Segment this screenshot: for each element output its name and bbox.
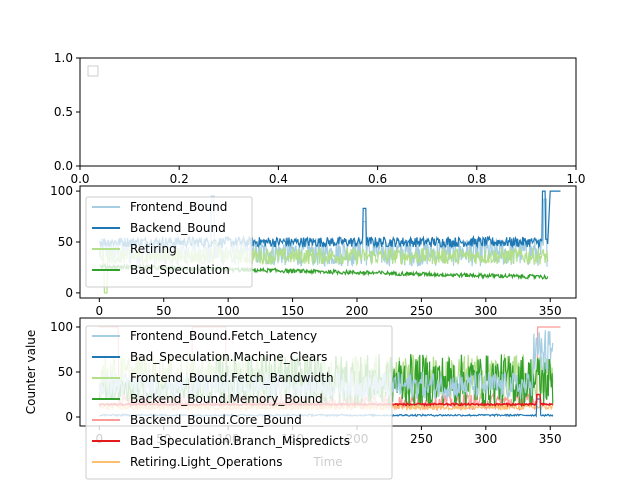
y-tick-label: 0.5: [54, 105, 73, 119]
x-tick-label: 250: [410, 304, 433, 318]
legend-box: [85, 196, 253, 288]
legend-box-empty: [87, 65, 99, 77]
x-tick-label: 0: [96, 304, 104, 318]
x-tick-label: 350: [539, 304, 562, 318]
y-tick-label: 50: [58, 235, 73, 249]
y-tick-label: 50: [58, 365, 73, 379]
empty-axes: [79, 57, 577, 167]
legend-label: Backend_Bound.Core_Bound: [130, 413, 302, 427]
x-tick-label: 50: [156, 304, 171, 318]
x-tick-label: 0.0: [70, 172, 89, 186]
x-tick-label: 0.4: [269, 172, 288, 186]
y-tick-label: 0.0: [54, 159, 73, 173]
legend-label: Retiring: [130, 242, 177, 256]
legend-label: Backend_Bound.Memory_Bound: [130, 392, 323, 406]
legend-label: Bad_Speculation.Machine_Clears: [130, 350, 327, 364]
y-tick-label: 100: [50, 184, 73, 198]
legend-label: Backend_Bound: [130, 221, 226, 235]
x-tick-label: 350: [539, 432, 562, 446]
x-tick-label: 0.6: [368, 172, 387, 186]
legend-box: [85, 325, 393, 480]
y-tick-label: 100: [50, 320, 73, 334]
legend-label: Bad_Speculation.Branch_Mispredicts: [130, 434, 350, 448]
legend-label: Retiring.Light_Operations: [130, 455, 282, 469]
y-tick-label: 0: [65, 410, 73, 424]
x-tick-label: 250: [410, 432, 433, 446]
x-tick-label: 200: [346, 304, 369, 318]
x-tick-label: 0.2: [170, 172, 189, 186]
y-axis-label: Counter value: [24, 330, 38, 415]
y-tick-label: 0: [65, 286, 73, 300]
legend-label: Bad_Speculation: [130, 263, 230, 277]
legend-label: Frontend_Bound: [130, 200, 227, 214]
x-tick-label: 1.0: [566, 172, 585, 186]
x-tick-label: 100: [217, 304, 240, 318]
x-tick-label: 0.8: [467, 172, 486, 186]
x-tick-label: 300: [474, 304, 497, 318]
y-tick-label: 1.0: [54, 51, 73, 65]
axes-frame: [79, 57, 577, 167]
legend-label: Frontend_Bound.Fetch_Bandwidth: [130, 371, 334, 385]
x-tick-label: 300: [474, 432, 497, 446]
x-tick-label: 150: [281, 304, 304, 318]
legend-label: Frontend_Bound.Fetch_Latency: [130, 329, 317, 343]
